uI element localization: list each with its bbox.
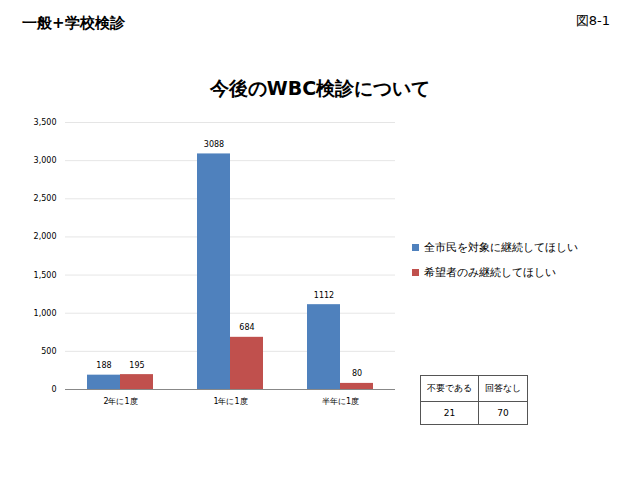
svg-text:0: 0 [51, 385, 56, 394]
svg-text:188: 188 [96, 361, 111, 370]
html-text:一般+学校検診: 一般+学校検診 [22, 14, 125, 32]
svg-text:3088: 3088 [204, 140, 224, 149]
html-text:回答なし: 回答なし [485, 383, 521, 393]
html-text:図8-1: 図8-1 [575, 13, 610, 28]
html-text:21: 21 [443, 408, 456, 418]
svg-text:1112: 1112 [314, 291, 334, 300]
html-text:希望者のみ継続してほしい: 希望者のみ継続してほしい [424, 266, 556, 279]
html-text:不要である: 不要である [427, 383, 472, 393]
html-text:今後のWBC検診について: 今後のWBC検診について [209, 77, 431, 99]
svg-text:3,500: 3,500 [34, 118, 57, 127]
svg-text:195: 195 [129, 361, 144, 370]
html-text:70: 70 [497, 408, 509, 418]
svg-text:2,000: 2,000 [34, 232, 57, 241]
svg-text:3,000: 3,000 [34, 156, 57, 165]
html-text:全市民を対象に継続してほしい: 全市民を対象に継続してほしい [424, 241, 578, 254]
svg-text:1,000: 1,000 [34, 309, 57, 318]
svg-text:1年に1度: 1年に1度 [213, 397, 247, 406]
svg-text:2,500: 2,500 [34, 194, 57, 203]
svg-text:1,500: 1,500 [34, 271, 57, 280]
svg-text:500: 500 [41, 347, 56, 356]
svg-text:2年に1度: 2年に1度 [103, 397, 137, 406]
svg-text:半年に1度: 半年に1度 [322, 397, 359, 406]
svg-text:80: 80 [352, 369, 362, 378]
svg-text:684: 684 [239, 323, 254, 332]
